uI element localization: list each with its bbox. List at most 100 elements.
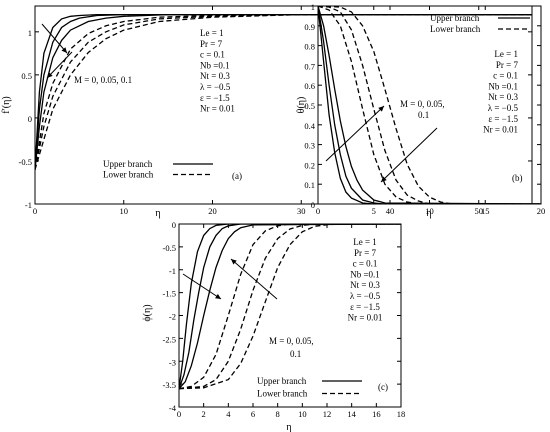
series-line-upper-branch [35,13,532,170]
annotation-text: 0.1 [418,110,429,120]
parameter-label: c = 0.1 [353,259,378,269]
series-line-upper-branch [318,6,541,204]
legend-entry-label: Lower branch [430,24,481,34]
y-tick-label: 0 [172,220,176,230]
x-tick-label: 10 [298,409,307,419]
annotation-arrow-head [231,259,237,265]
annotation-arrow-head [381,176,387,182]
legend-entry-label: Upper branch [103,159,153,169]
parameter-label: ε = −1.5 [488,114,518,124]
parameter-label: Nb =0.1 [350,269,380,279]
y-tick-label: 0.5 [21,71,32,81]
y-tick-label: -0.5 [163,243,176,253]
y-tick-label: 0.1 [304,180,315,190]
y-tick-label: 0.9 [304,22,315,32]
series-line-lower-branch [179,224,401,390]
series-line-lower-branch [35,13,532,170]
annotation-arrow-shaft [380,127,438,183]
parameter-label: c = 0.1 [200,50,225,60]
y-tick-label: 0.8 [304,42,315,52]
x-axis-label: η [426,208,431,219]
y-tick-label: 0.7 [304,61,315,71]
x-tick-label: 15 [481,206,490,216]
x-axis-label: η [286,422,291,432]
x-tick-label: 16 [372,409,381,419]
parameter-label: ε = −1.5 [200,93,230,103]
annotation-arrow-shaft [230,258,278,300]
plot-frame [34,5,533,205]
parameter-label: Nt = 0.3 [488,92,518,102]
parameter-label: λ = −0.5 [350,291,381,301]
legend-entry-label: Lower branch [257,389,308,399]
y-axis-label: f′(η) [1,96,12,113]
panel-label: (c) [378,382,388,392]
y-tick-label: 1 [311,2,315,12]
annotation-arrow-head [215,293,221,299]
y-tick-label: -1 [25,200,32,210]
annotation-arrow-shaft [41,23,68,54]
x-tick-label: 6 [251,409,255,419]
y-tick-label: 0.3 [304,141,315,151]
panel-label: (b) [512,173,523,183]
annotation-arrow-head [61,47,67,53]
y-tick-label: 0.4 [304,121,315,131]
parameter-label: Nt = 0.3 [350,280,380,290]
series-line-lower-branch [179,224,401,390]
series-line-lower-branch [35,13,532,170]
x-tick-label: 0 [33,206,37,216]
y-tick-label: -3.5 [163,380,176,390]
parameter-label: Le = 1 [494,49,518,59]
parameter-label: Le = 1 [353,237,377,247]
parameter-label: Le = 1 [200,28,224,38]
y-tick-label: -0.5 [19,157,32,167]
chart-panel-c: 0 2 4 6 8 10 12 14 16 18 -4 -3.5 -3 -2.5 -2 -1.5 -1 -0.5 0… [142,220,405,432]
x-tick-label: 10 [425,206,434,216]
parameter-label: Pr = 7 [496,60,519,70]
series-line-lower-branch [35,13,532,170]
x-tick-label: 20 [208,206,217,216]
y-axis-label: ϕ(η) [142,304,153,321]
x-tick-label: 20 [537,206,546,216]
y-tick-label: -4 [169,403,177,413]
y-tick-label: -2 [169,312,176,322]
series-line-upper-branch [179,224,401,390]
parameter-label: Nr = 0.01 [483,125,518,135]
panel-label: (a) [232,171,242,181]
legend-entry-label: Upper branch [257,376,307,386]
x-tick-label: 8 [276,409,280,419]
x-tick-label: 2 [202,409,206,419]
legend-entry-label: Upper branch [430,13,480,23]
parameter-label: Nr = 0.01 [348,313,383,323]
annotation-text: M = 0, 0.05, [269,336,314,346]
parameter-label: Nt = 0.3 [200,71,230,81]
y-tick-label: 0 [28,114,32,124]
y-tick-label: -2.5 [163,334,176,344]
annotation-arrow-shaft [325,105,385,162]
y-tick-label: -3 [169,357,176,367]
x-tick-label: 4 [226,409,231,419]
x-tick-label: 50 [475,206,484,216]
x-tick-label: 14 [347,409,356,419]
parameter-label: Pr = 7 [200,39,223,49]
y-tick-label: 0 [311,200,315,210]
x-tick-label: 30 [297,206,306,216]
annotation-arrow-head [47,72,53,78]
annotation-text: 0.1 [290,349,301,359]
annotation-arrow-head [378,106,384,112]
x-tick-label: 40 [386,206,395,216]
parameter-label: Pr = 7 [354,248,377,258]
x-tick-label: 5 [372,206,376,216]
y-tick-label: 0.5 [304,101,315,111]
y-tick-label: 1 [28,28,32,38]
series-line-upper-branch [179,224,401,389]
y-tick-label: -1.5 [163,289,176,299]
parameter-label: c = 0.1 [493,71,518,81]
y-axis-label: θ(η) [296,97,307,114]
series-line-upper-branch [179,224,401,389]
series-line-lower-branch [318,6,541,204]
y-tick-label: -1 [169,266,176,276]
annotation-arrow-shaft [46,51,73,79]
series-line-upper-branch [318,6,541,204]
